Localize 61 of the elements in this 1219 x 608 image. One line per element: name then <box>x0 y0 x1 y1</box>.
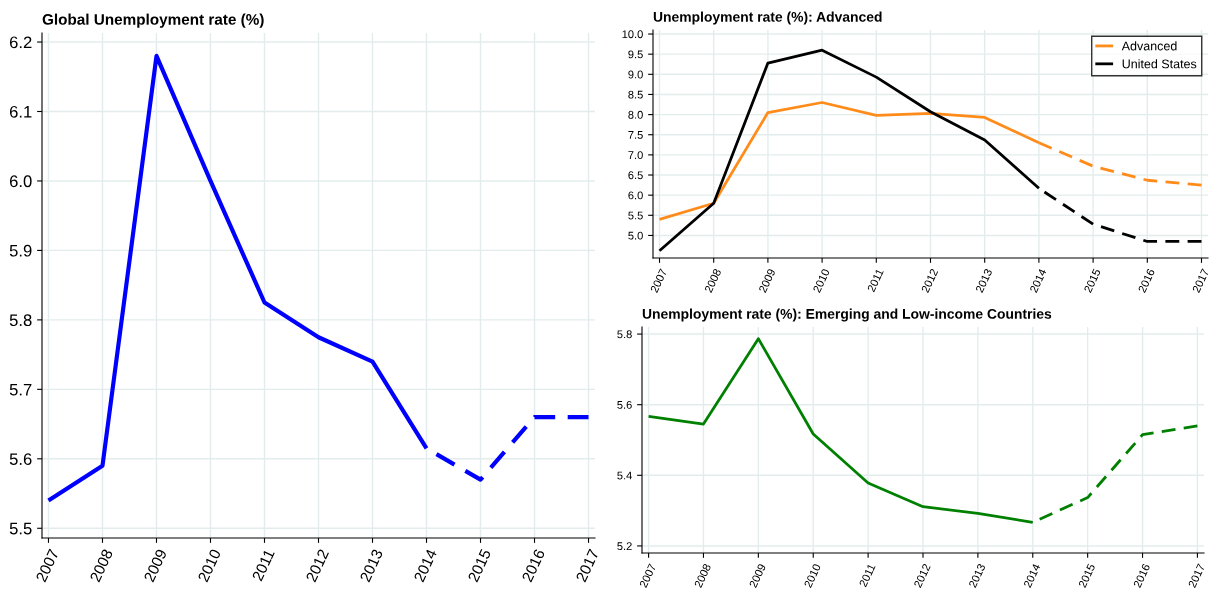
x-tick-label: 2015 <box>467 548 492 583</box>
x-tick-label: 2010 <box>812 268 830 294</box>
y-tick-label: 6.0 <box>9 175 32 188</box>
x-tick-label: 2015 <box>1078 563 1096 589</box>
x-tick-label: 2015 <box>1083 268 1101 294</box>
x-tick-label: 2008 <box>89 548 114 583</box>
y-tick-label: 5.8 <box>9 314 32 327</box>
chart-title: Unemployment rate (%): Emerging and Low-income Countries <box>642 308 1052 322</box>
y-tick-label: 8.5 <box>628 90 643 99</box>
x-tick-label: 2010 <box>197 548 222 583</box>
x-tick-label: 2011 <box>858 563 876 588</box>
x-tick-label: 2008 <box>694 563 712 589</box>
x-tick-label: 2017 <box>1192 268 1210 294</box>
x-tick-label: 2013 <box>359 548 384 583</box>
x-tick-label: 2014 <box>1029 268 1047 294</box>
x-tick-label: 2010 <box>803 563 821 589</box>
x-tick-label: 2011 <box>867 268 884 293</box>
y-tick-label: 5.9 <box>9 244 32 257</box>
chart-title: Unemployment rate (%): Advanced <box>653 11 882 25</box>
x-tick-label: 2014 <box>413 548 438 583</box>
x-tick-label: 2009 <box>143 548 168 583</box>
x-tick-label: 2007 <box>35 548 60 583</box>
x-tick-label: 2016 <box>521 548 546 583</box>
y-tick-label: 7.5 <box>628 131 643 139</box>
y-tick-label: 5.4 <box>617 471 632 480</box>
x-tick-label: 2017 <box>1188 563 1206 589</box>
y-tick-label: 7.0 <box>628 151 643 160</box>
y-tick-label: 9.0 <box>628 70 643 79</box>
x-tick-label: 2012 <box>913 563 931 589</box>
y-tick-label: 8.0 <box>628 110 643 119</box>
legend-label: Advanced <box>1121 41 1177 51</box>
x-tick-label: 2012 <box>305 548 330 583</box>
x-tick-label: 2011 <box>251 548 275 582</box>
x-tick-label: 2009 <box>758 268 776 294</box>
x-tick-label: 2007 <box>650 268 668 294</box>
x-tick-label: 2017 <box>575 548 600 583</box>
x-tick-label: 2016 <box>1137 268 1156 294</box>
chart-title: Global Unemployment rate (%) <box>42 13 264 28</box>
y-tick-label: 5.2 <box>617 542 632 551</box>
x-tick-label: 2012 <box>921 268 939 294</box>
y-tick-label: 5.7 <box>9 383 32 396</box>
y-tick-label: 5.5 <box>9 522 32 535</box>
y-tick-label: 5.6 <box>617 400 632 409</box>
x-tick-label: 2013 <box>968 563 986 589</box>
y-tick-label: 5.8 <box>617 330 632 339</box>
y-tick-label: 6.5 <box>628 171 643 180</box>
x-tick-label: 2008 <box>704 268 722 294</box>
x-tick-label: 2009 <box>748 563 767 589</box>
y-tick-label: 5.0 <box>628 231 643 240</box>
y-tick-label: 9.5 <box>628 50 643 59</box>
x-tick-label: 2013 <box>975 268 993 294</box>
y-tick-label: 6.0 <box>628 191 643 200</box>
y-tick-label: 10.0 <box>622 30 643 39</box>
y-tick-label: 5.5 <box>628 211 643 220</box>
x-tick-label: 2014 <box>1023 563 1041 589</box>
y-tick-label: 6.1 <box>9 105 32 118</box>
x-tick-label: 2007 <box>639 563 657 589</box>
y-tick-label: 5.6 <box>9 453 32 466</box>
y-tick-label: 6.2 <box>9 36 32 49</box>
legend-label: United States <box>1122 59 1197 69</box>
x-tick-label: 2016 <box>1133 563 1151 589</box>
